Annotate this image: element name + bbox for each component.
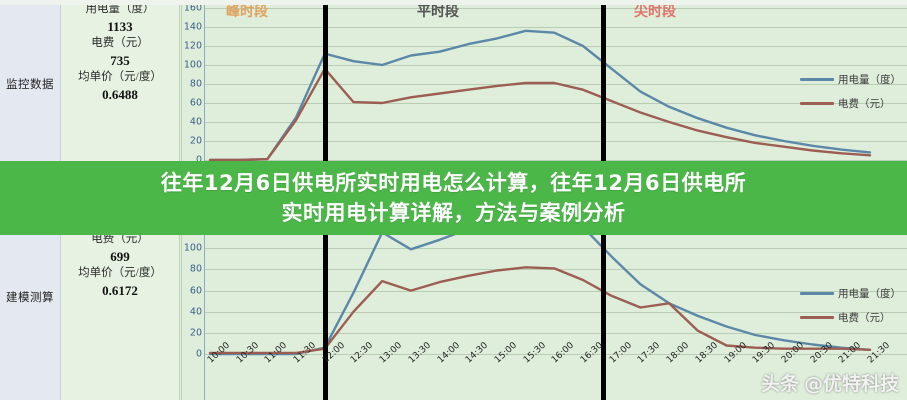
chart-series-line — [208, 67, 872, 162]
title-line-2: 实时用电计算详解，方法与案例分析 — [281, 201, 626, 225]
legend-swatch-usage — [800, 292, 834, 295]
y-axis-tick-label: 80 — [189, 263, 202, 275]
chart-legend-bot: 用电量（度） 电费（元） — [800, 286, 901, 334]
y-axis-tick-label: 140 — [183, 21, 202, 33]
y-axis-tick-label: 100 — [183, 59, 202, 71]
legend-swatch-fee — [800, 102, 834, 105]
gridline — [204, 103, 907, 104]
y-axis-tick-label: 100 — [183, 242, 202, 254]
chart-legend-top: 用电量（度） 电费（元） — [800, 72, 901, 120]
gridline — [204, 141, 907, 142]
legend-label-usage: 用电量（度） — [838, 289, 901, 300]
y-axis-tick-label: 60 — [189, 285, 202, 297]
monitor-chart-plot: 0 20 40 60 80 100 120 140 160 峰时段 平时段 尖时段 用电量（度）… — [181, 0, 907, 170]
panel-side-label-monitor: 监控数据 — [0, 0, 61, 170]
legend-item-usage: 用电量（度） — [800, 286, 901, 301]
y-axis-tick-label: 160 — [183, 2, 202, 14]
side-label-text: 建模测算 — [6, 290, 54, 305]
stat-value-usage: 1133 — [107, 18, 133, 34]
y-axis-tick-label: 0 — [195, 154, 202, 166]
gridline — [204, 290, 907, 292]
stat-value-fee: 735 — [110, 52, 130, 68]
gridline — [204, 311, 907, 313]
y-axis-tick-label: 40 — [189, 116, 202, 128]
y-axis-tick-label: 80 — [189, 78, 202, 90]
legend-swatch-fee — [800, 316, 834, 319]
monitor-stats: 用电量（度） 1133 电费（元） 735 均单价（元/度） 0.6488 — [61, 0, 180, 170]
stat-label-fee: 电费（元） — [91, 37, 149, 50]
period-label-feng-top: 峰时段 — [226, 4, 268, 20]
y-axis-tick-label: 120 — [183, 40, 202, 52]
gridline — [204, 332, 907, 334]
y-axis-tick-label: 40 — [189, 306, 202, 318]
gridline — [204, 65, 907, 66]
legend-label-usage: 用电量（度） — [838, 75, 901, 86]
stat-value-fee: 699 — [110, 248, 130, 264]
watermark-prefix: 头条 — [760, 373, 799, 395]
watermark-handle: @优特科技 — [803, 373, 899, 395]
gridline — [204, 354, 907, 355]
title-line-1: 往年12月6日供电所实时用电怎么计算，往年12月6日供电所 — [160, 170, 747, 195]
stat-value-price: 0.6172 — [102, 282, 138, 298]
gridline — [204, 160, 907, 161]
y-axis-line — [204, 196, 205, 400]
period-label-jian-top: 尖时段 — [634, 4, 676, 20]
legend-item-usage: 用电量（度） — [800, 72, 901, 87]
side-label-text: 监控数据 — [6, 77, 54, 92]
y-axis-line — [204, 0, 205, 170]
stat-value-price: 0.6488 — [102, 86, 138, 102]
legend-swatch-usage — [800, 78, 834, 81]
chart-series-line — [208, 29, 872, 162]
gridline — [204, 122, 907, 123]
watermark: 头条 @优特科技 — [761, 369, 899, 396]
stat-label-price: 均单价（元/度） — [78, 71, 162, 84]
stat-label-usage: 用电量（度） — [85, 3, 155, 15]
gridline — [204, 46, 907, 47]
period-divider-2-bot — [601, 196, 606, 400]
chart-lines-top — [208, 29, 872, 162]
period-divider-1-top — [323, 0, 328, 170]
y-axis-tick-label: 60 — [189, 97, 202, 109]
stat-label-fee: 电费（元） — [91, 233, 149, 246]
period-divider-2-top — [601, 0, 606, 170]
period-label-ping-top: 平时段 — [417, 4, 459, 20]
top-edge-strip — [0, 0, 907, 5]
gridline — [204, 27, 907, 28]
title-banner: 往年12月6日供电所实时用电怎么计算，往年12月6日供电所 实时用电计算详解，方… — [0, 161, 907, 235]
y-axis-tick-label: 20 — [189, 135, 202, 147]
legend-label-fee: 电费（元） — [838, 99, 891, 110]
chart-series-line — [208, 266, 872, 355]
legend-item-fee: 电费（元） — [800, 310, 901, 325]
y-axis-tick-label: 0 — [195, 348, 202, 360]
legend-item-fee: 电费（元） — [800, 96, 901, 111]
y-axis-tick-label: 20 — [189, 327, 202, 339]
legend-label-fee: 电费（元） — [838, 313, 891, 324]
stat-label-price: 均单价（元/度） — [78, 267, 162, 280]
gridline — [204, 8, 907, 9]
gridline — [204, 248, 907, 250]
period-divider-1-bot — [323, 196, 328, 400]
monitor-panel: 监控数据 用电量（度） 1133 电费（元） 735 均单价（元/度） 0.64… — [0, 0, 907, 170]
